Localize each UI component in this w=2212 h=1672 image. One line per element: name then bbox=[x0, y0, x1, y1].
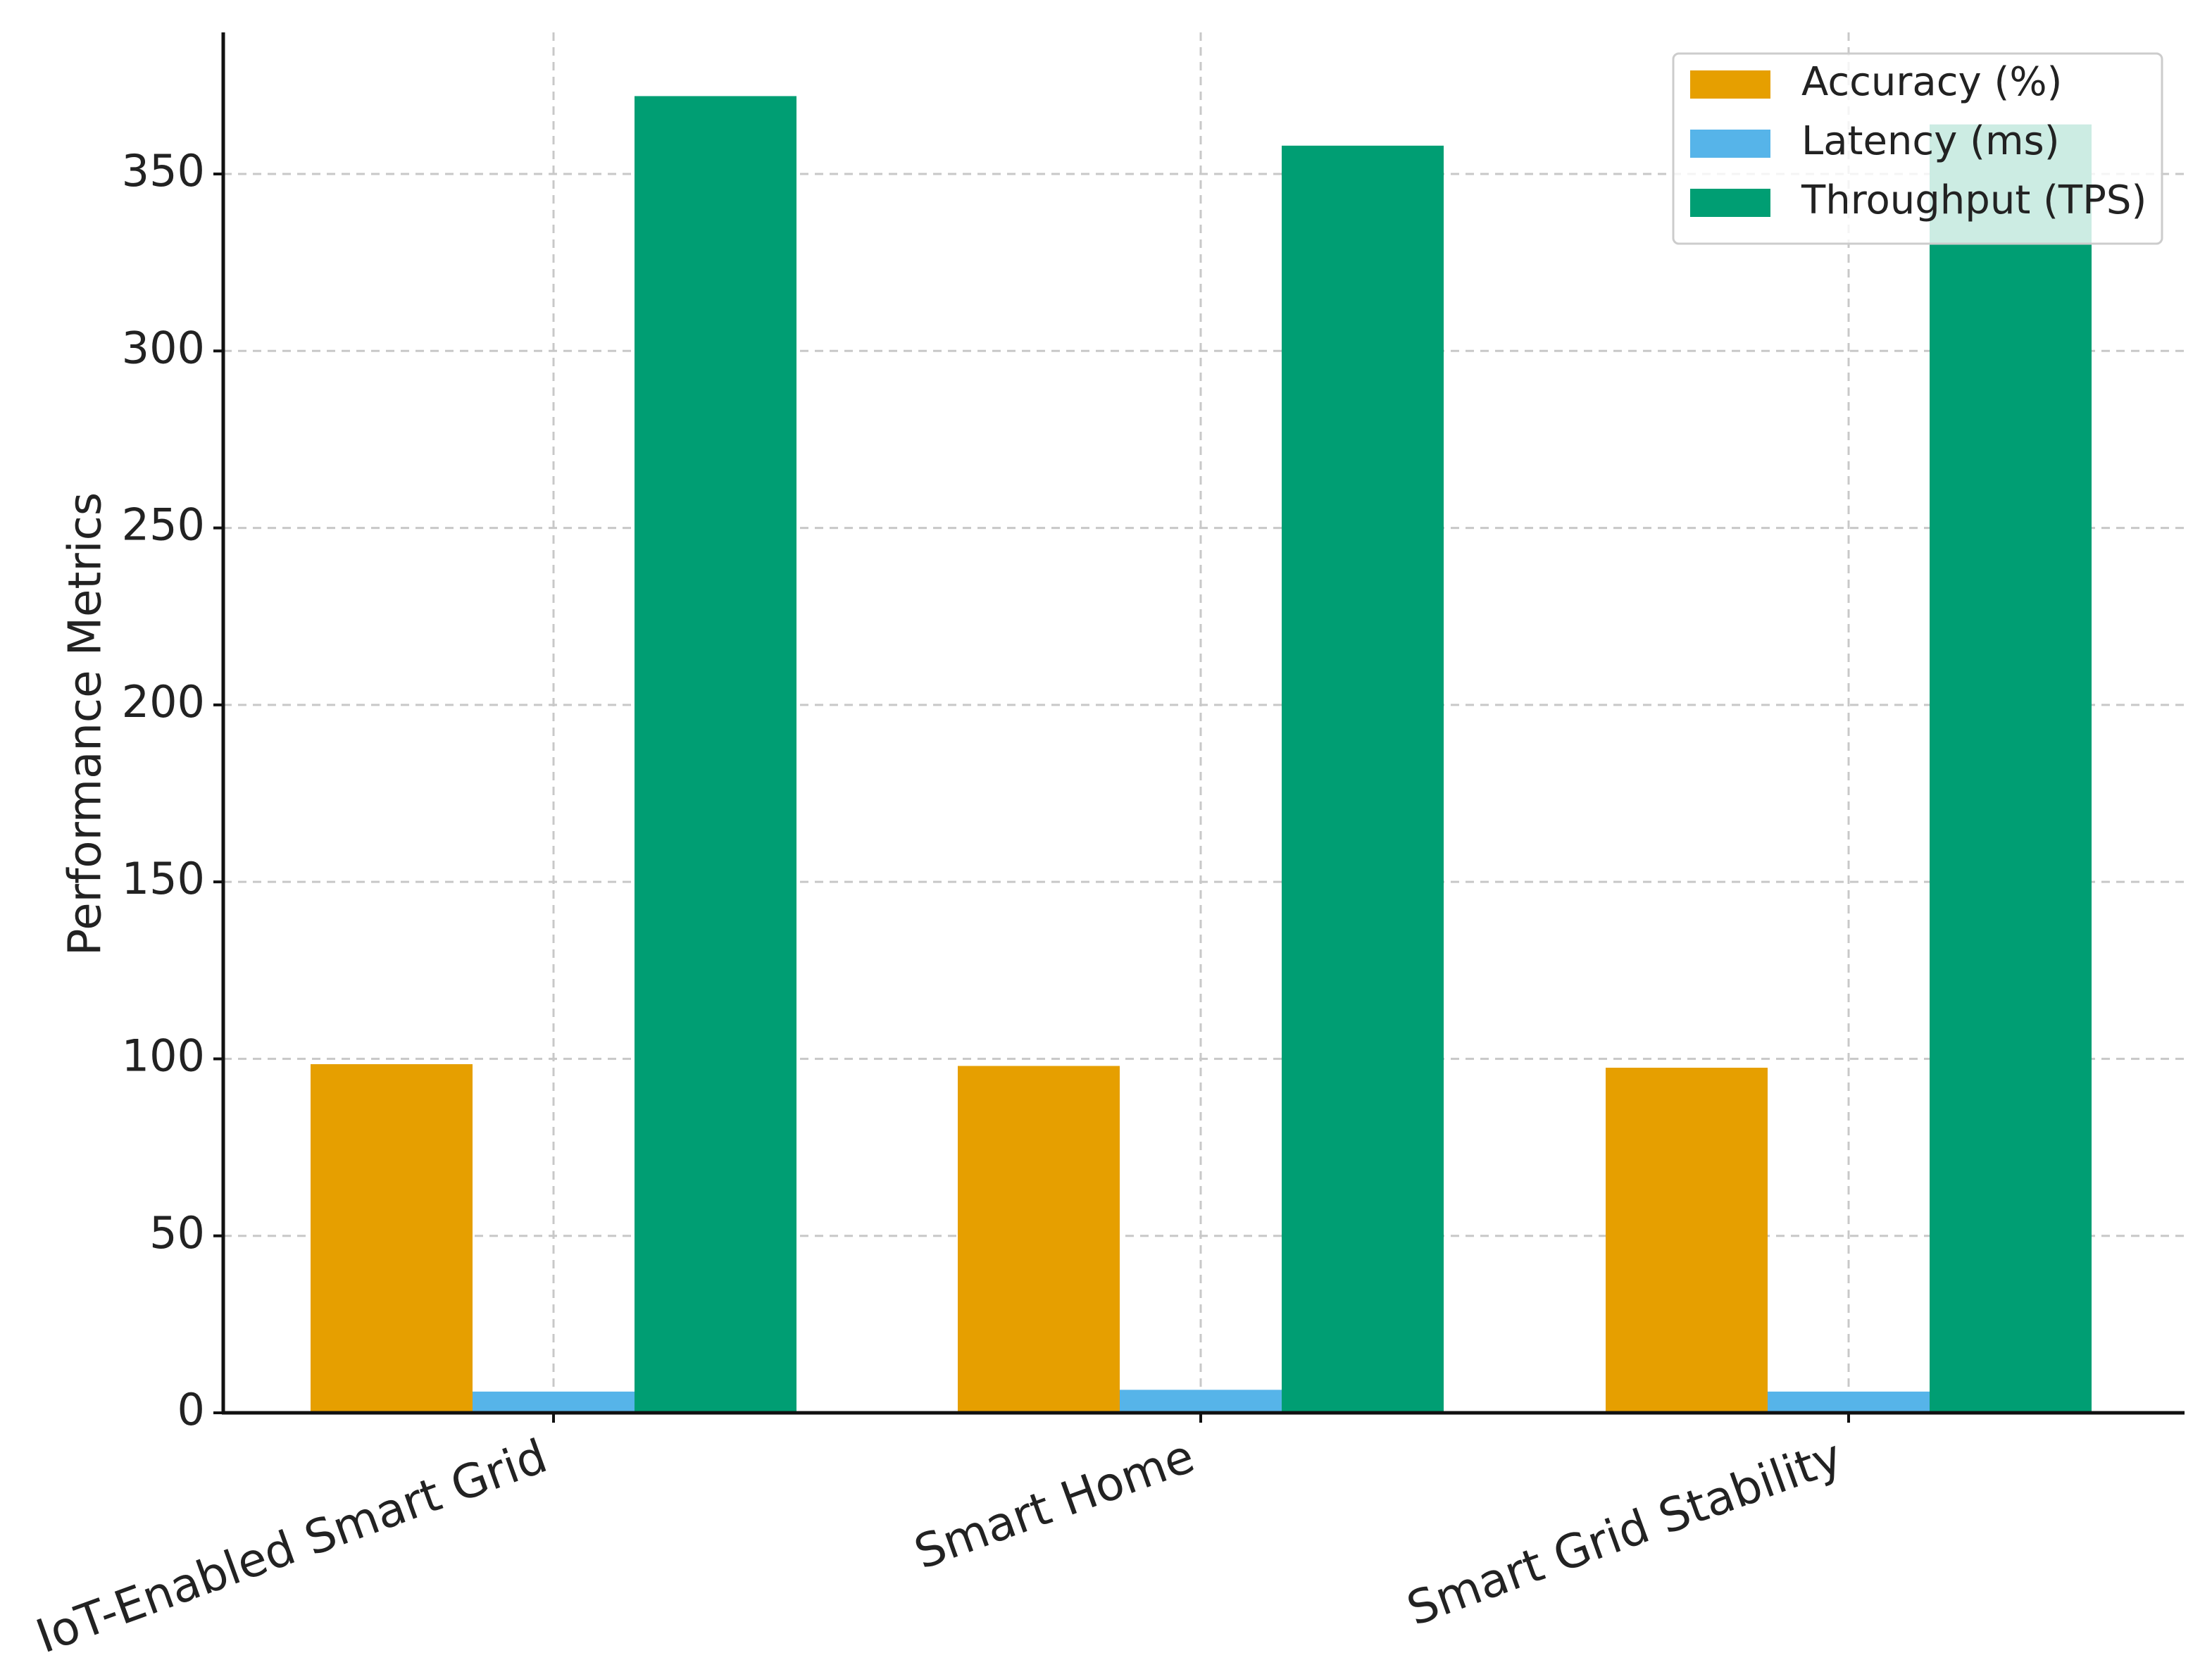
legend-label: Accuracy (%) bbox=[1801, 59, 2062, 105]
legend-box bbox=[1672, 52, 2163, 245]
y-tick-label: 100 bbox=[122, 1030, 205, 1082]
bar-latency bbox=[473, 1391, 635, 1413]
x-category-label: Smart Grid Stability bbox=[1400, 1429, 1849, 1637]
legend-label: Throughput (TPS) bbox=[1801, 177, 2147, 223]
y-tick-label: 150 bbox=[122, 853, 205, 904]
legend: Accuracy (%) Latency (ms) Throughput (TPS) bbox=[1672, 52, 2163, 245]
legend-swatch bbox=[1690, 70, 1770, 99]
legend-swatch bbox=[1690, 189, 1770, 217]
y-tick-label: 200 bbox=[122, 676, 205, 728]
y-tick-label: 250 bbox=[122, 499, 205, 551]
y-axis-title: Performance Metrics bbox=[60, 492, 112, 956]
bar-throughput bbox=[1282, 145, 1444, 1413]
bar-latency bbox=[1120, 1390, 1282, 1413]
legend-label: Latency (ms) bbox=[1801, 118, 2060, 164]
bar-throughput bbox=[1930, 124, 2092, 1414]
y-tick-label: 350 bbox=[122, 145, 205, 196]
bars bbox=[311, 96, 2092, 1414]
legend-swatch bbox=[1690, 130, 1770, 158]
y-tick-label: 0 bbox=[177, 1384, 205, 1435]
bar-latency bbox=[1768, 1391, 1930, 1413]
y-tick-label: 300 bbox=[122, 322, 205, 373]
grid-lines bbox=[223, 32, 2185, 1413]
bar-throughput bbox=[635, 96, 796, 1413]
y-tick-label: 50 bbox=[149, 1207, 205, 1259]
bar-accuracy bbox=[311, 1063, 473, 1413]
axes bbox=[221, 32, 2185, 1415]
x-axis-ticks: IoT-Enabled Smart Grid Smart Home Smart Gr… bbox=[30, 1413, 1850, 1664]
x-category-label: IoT-Enabled Smart Grid bbox=[30, 1429, 554, 1664]
y-axis-ticks: 0 50 100 150 200 250 300 350 bbox=[122, 145, 223, 1435]
bar-accuracy bbox=[1606, 1068, 1768, 1413]
bar-accuracy bbox=[958, 1066, 1120, 1413]
x-category-label: Smart Home bbox=[908, 1429, 1201, 1580]
